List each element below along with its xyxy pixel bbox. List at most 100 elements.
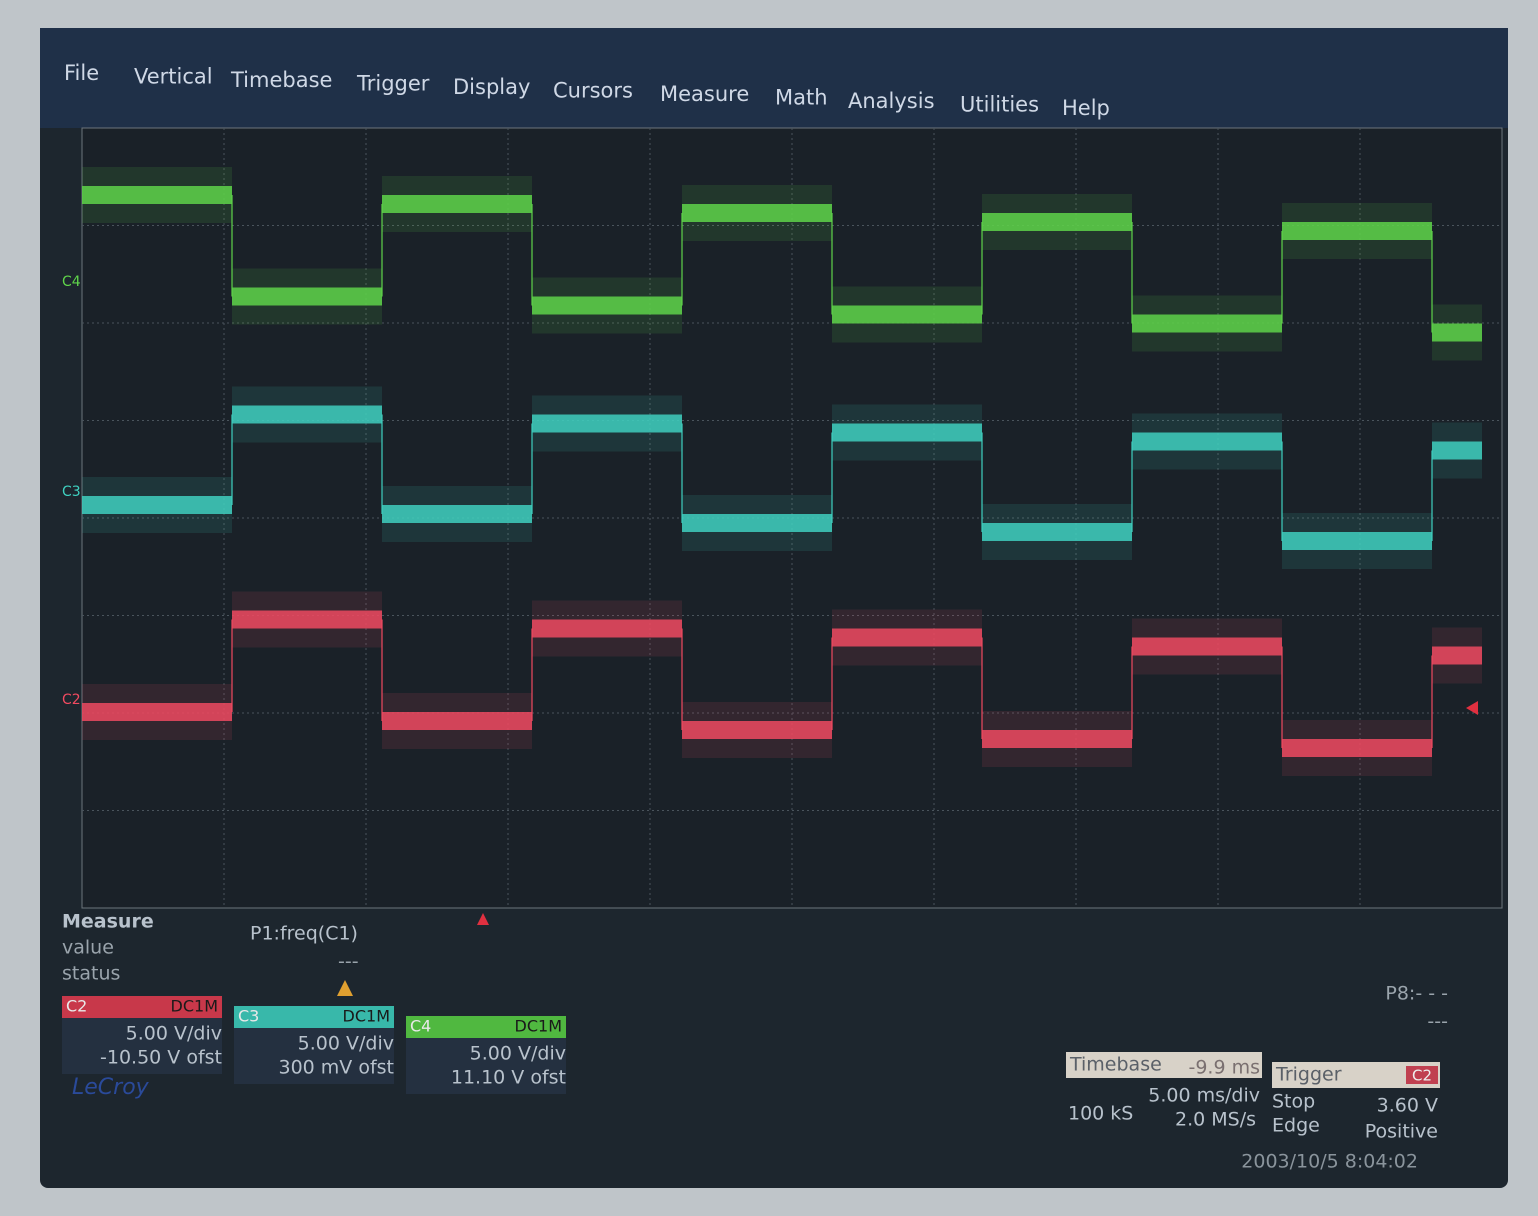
trace-noise [382, 176, 532, 232]
trace-segment [82, 703, 232, 721]
measure-value: --- [338, 951, 359, 973]
trace-segment [532, 296, 682, 315]
trace-noise [832, 286, 982, 343]
channel-offset: 300 mV ofst [278, 1057, 394, 1079]
trace-segment [232, 287, 382, 306]
trace-noise [1282, 720, 1432, 776]
measure-row: value [62, 937, 114, 959]
menu-item[interactable]: Trigger [356, 72, 430, 96]
trace-segment [1282, 222, 1432, 240]
trace-noise [682, 702, 832, 758]
measure-param: P1:freq(C1) [250, 923, 358, 945]
menu-item[interactable]: Cursors [553, 79, 633, 103]
level-marker [1466, 701, 1478, 715]
menu-item[interactable]: Help [1062, 96, 1110, 120]
channel-coupling: DC1M [171, 997, 218, 1016]
timebase-samples: 100 kS [1068, 1103, 1133, 1125]
trace-noise [682, 185, 832, 241]
trace-noise [532, 395, 682, 452]
trace-noise [832, 404, 982, 461]
trace-segment [682, 204, 832, 222]
trace-segment [982, 730, 1132, 748]
trace-segment [832, 628, 982, 647]
trace-noise [1132, 618, 1282, 675]
trace-segment [532, 619, 682, 638]
trace-segment [1132, 637, 1282, 656]
channel-scale: 5.00 V/div [298, 1033, 394, 1055]
channel-coupling: DC1M [515, 1017, 562, 1036]
warning-icon [337, 980, 353, 996]
trace-segment [682, 514, 832, 532]
channel-header [234, 1006, 394, 1028]
trace-noise [1132, 413, 1282, 470]
measure-row: status [62, 963, 120, 985]
channel-offset: 11.10 V ofst [451, 1067, 566, 1089]
trace-segment [1432, 646, 1482, 665]
trace-noise [1432, 304, 1482, 361]
channel-marker: C4 [62, 274, 81, 290]
p8-label: P8:- - - [1385, 983, 1448, 1005]
timebase-header [1066, 1052, 1262, 1078]
trace-noise [982, 194, 1132, 250]
trace-segment [1132, 432, 1282, 451]
channel-body [406, 1038, 566, 1094]
trace-segment [382, 195, 532, 213]
trace-noise [1432, 422, 1482, 479]
logo: LeCroy [72, 1075, 150, 1100]
channel-name: C2 [66, 997, 87, 1016]
trace-segment [232, 405, 382, 424]
trigger-level: 3.60 V [1377, 1095, 1438, 1117]
channel-name: C3 [238, 1007, 259, 1026]
menu-item[interactable]: Display [453, 75, 530, 99]
trace-noise [232, 591, 382, 648]
trace-segment [382, 505, 532, 523]
timebase-label: Timebase [1069, 1054, 1162, 1076]
trace-noise [532, 600, 682, 657]
trace-noise [1432, 627, 1482, 684]
trace-noise [1282, 513, 1432, 569]
trigger-source-box [1406, 1066, 1438, 1084]
channel-scale: 5.00 V/div [126, 1023, 222, 1045]
trace-noise [982, 504, 1132, 560]
trace-noise [532, 277, 682, 334]
menu-item[interactable]: File [64, 61, 99, 85]
channel-marker: C3 [62, 484, 81, 500]
trace-segment [982, 523, 1132, 541]
channel-body [234, 1028, 394, 1084]
trace-noise [232, 386, 382, 443]
trace-noise [82, 684, 232, 740]
channel-offset: -10.50 V ofst [100, 1047, 222, 1069]
trigger-marker [477, 913, 489, 925]
trigger-label: Trigger [1275, 1064, 1342, 1086]
timebase-scale: 5.00 ms/div [1148, 1085, 1260, 1107]
trace-noise [382, 693, 532, 749]
trigger-source: C2 [1412, 1067, 1432, 1085]
channel-body [62, 1018, 222, 1074]
menu-item[interactable]: Timebase [230, 68, 332, 92]
channel-scale: 5.00 V/div [470, 1043, 566, 1065]
menu-item[interactable]: Utilities [960, 93, 1039, 117]
trace-segment [82, 496, 232, 514]
channel-header [62, 996, 222, 1018]
timestamp: 2003/10/5 8:04:02 [1241, 1151, 1418, 1173]
trigger-slope: Positive [1365, 1121, 1438, 1143]
trace-segment [1432, 441, 1482, 460]
trace-segment [982, 213, 1132, 231]
menu-item[interactable]: Analysis [848, 89, 935, 113]
trigger-type: Edge [1272, 1115, 1320, 1137]
menu-item[interactable]: Measure [660, 82, 749, 106]
channel-marker: C2 [62, 692, 81, 708]
menu-bar [40, 28, 1508, 128]
menu-item[interactable]: Math [775, 86, 828, 110]
measure-title: Measure [62, 911, 154, 933]
trace-segment [1282, 739, 1432, 757]
trace-segment [832, 423, 982, 442]
menu-item[interactable]: Vertical [134, 65, 213, 89]
trace-noise [982, 711, 1132, 767]
trace-segment [682, 721, 832, 739]
channel-coupling: DC1M [343, 1007, 390, 1026]
trace-noise [382, 486, 532, 542]
trace-noise [1282, 203, 1432, 259]
trace-noise [1132, 295, 1282, 352]
